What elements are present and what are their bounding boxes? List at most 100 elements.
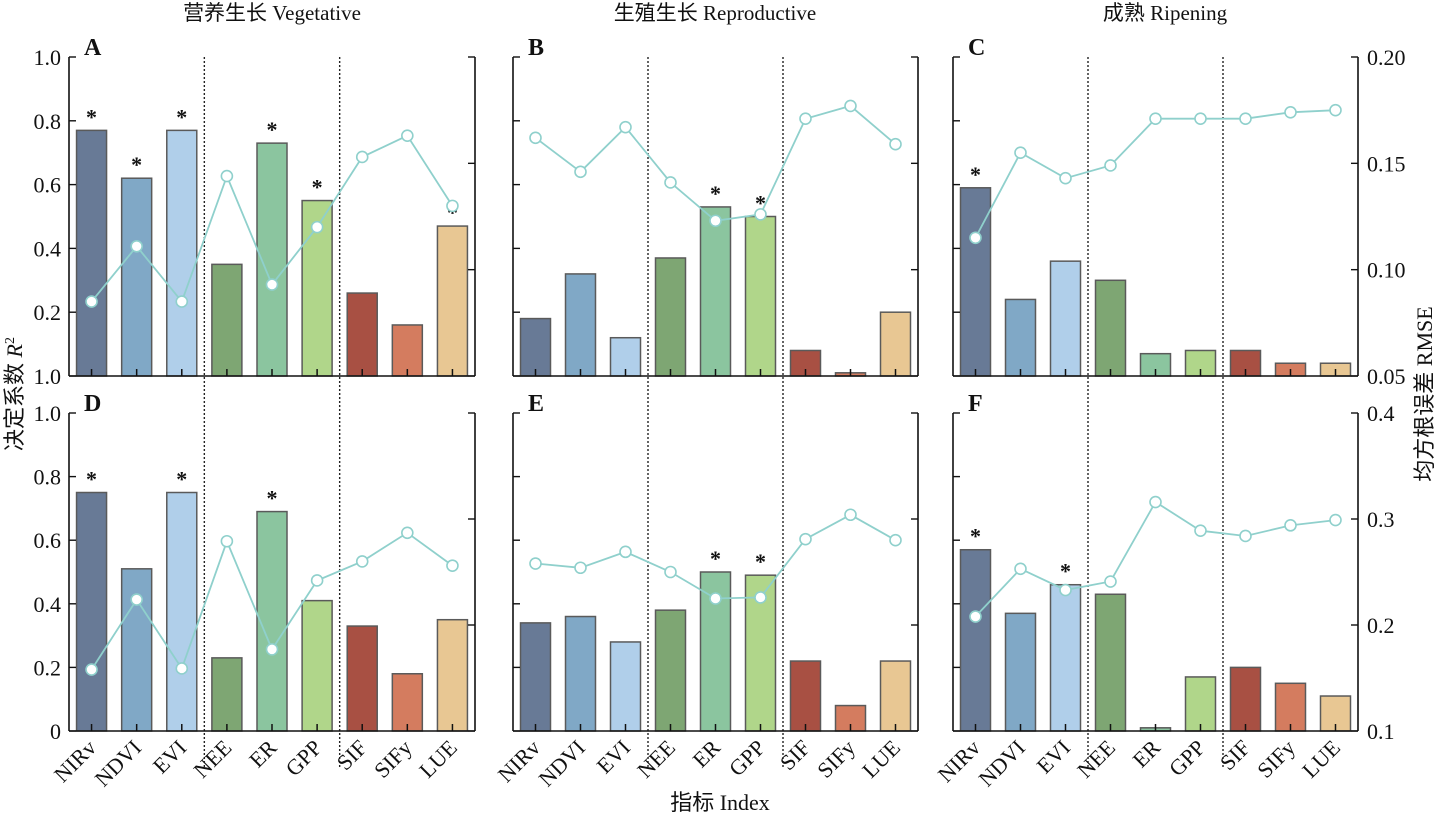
rmse-point-ndvi [1014,146,1027,159]
rmse-point-er [1149,112,1162,125]
significance-marker: * [710,546,721,571]
significance-marker: * [176,467,187,492]
x-tick-label-nee: NEE [632,735,680,783]
bar-nirv [75,491,108,732]
rmse-point-nee [1104,159,1117,172]
x-tick-label-evi: EVI [1031,735,1075,779]
bar-evi [609,641,642,732]
y-left-tick-label: 0.8 [34,465,62,490]
y-left-tick-label: 0.4 [34,592,62,617]
bar-sif [346,292,378,377]
rmse-point-nee [220,169,234,183]
x-tick-label-ndvi: NDVI [90,735,147,792]
rmse-point-nirv [529,131,542,145]
x-tick-label-evi: EVI [148,735,192,779]
y-axis-left-title-text: 决定系数 [2,357,27,451]
y-right-tick-label: 0.10 [1367,258,1406,283]
rmse-point-lue [1329,513,1342,527]
rmse-point-er [709,214,722,228]
y-right-tick-label: 0.2 [1367,613,1395,638]
bar-gpp [744,215,777,377]
panel-a: * * * * * * 1.0 0.2 0.4 0.6 0.8 1.0 A [34,35,476,413]
x-tick-label-ndvi: NDVI [973,735,1030,792]
bar-ndvi [1004,298,1037,377]
rmse-point-evi [1059,171,1072,185]
rmse-point-nirv [969,231,982,245]
y-right-tick-label: 0.05 [1367,364,1406,389]
y-left-tick-label: 0 [50,719,61,744]
significance-marker: * [710,181,721,206]
rmse-point-er [265,643,279,656]
y-axis-right-title: 均方根误差 RMSE [1412,306,1437,481]
x-tick-label-nee: NEE [1072,735,1120,783]
column-title-ripening: 成熟 Ripening [1103,1,1228,25]
bar-ndvi [120,568,153,732]
y-axis-left-title: 决定系数 R2 [2,337,27,451]
bar-evi [166,129,198,377]
y-left-tick-label: 0.2 [34,655,62,680]
bar-nirv [519,622,552,732]
rmse-point-gpp [1194,524,1207,537]
bar-lue [436,618,469,732]
rmse-point-gpp [310,574,324,587]
x-tick-label-ndvi: NDVI [533,735,590,792]
bar-ndvi [1004,612,1037,732]
significance-marker: * [755,549,766,574]
y-left-tick-label: 0.6 [34,528,62,553]
rmse-point-gpp [310,220,324,234]
rmse-point-sif [1239,529,1252,543]
bar-sif [346,625,378,732]
x-tick-label-er: ER [1127,735,1165,773]
rmse-point-er [709,592,722,605]
y-axis-left-title-symbol: R [2,343,27,358]
bar-sify [391,324,424,377]
panel-label: D [84,391,101,417]
x-tick-label-sify: SIFy [812,735,860,783]
bar-sify [1274,682,1307,732]
bar-nirv [519,317,552,377]
x-tick-label-sify: SIFy [369,735,417,783]
column-title-vegetative: 营养生长 Vegetative [183,1,361,25]
rmse-point-lue [446,199,459,213]
bar-ndvi [564,615,597,732]
y-left-tick-label: 0.8 [34,109,62,134]
bar-nee [654,257,687,377]
rmse-point-lue [1329,103,1342,117]
rmse-point-evi [175,295,189,308]
rmse-point-ndvi [130,239,143,253]
rmse-point-lue [889,137,902,151]
x-tick-label-gpp: GPP [724,735,770,781]
y-left-tick-label: 1.0 [34,401,62,426]
significance-marker: * [1060,559,1071,584]
x-tick-label-sif: SIF [775,735,815,775]
rmse-point-lue [889,533,902,547]
rmse-point-nee [664,176,677,189]
x-tick-label-sif: SIF [1215,735,1255,775]
rmse-point-sify [1284,519,1297,532]
x-tick-label-lue: LUE [414,735,462,783]
rmse-point-evi [175,662,189,675]
rmse-point-sify [401,526,414,540]
bar-gpp [1184,676,1217,732]
y-right-tick-label: 0.4 [1367,401,1395,426]
bar-nee [211,657,243,732]
panel-label: B [528,35,544,61]
panel-c: * 0.05 0.10 0.15 0.20 C [952,35,1406,413]
y-right-tick-label: 0.1 [1367,719,1395,744]
x-tick-label-lue: LUE [1297,735,1345,783]
rmse-point-ndvi [1014,562,1027,576]
rmse-point-gpp [754,591,767,604]
significance-marker: * [312,175,323,200]
significance-marker: * [176,104,187,129]
panel-label: E [528,391,544,417]
bar-nee [211,263,243,377]
rmse-point-ndvi [130,593,143,606]
rmse-point-sif [355,555,369,568]
significance-marker: * [86,467,97,492]
rmse-point-er [1149,495,1162,509]
significance-marker: * [970,162,981,187]
x-tick-label-er: ER [244,735,282,773]
significance-marker: * [755,191,766,216]
bar-evi [1049,583,1082,732]
